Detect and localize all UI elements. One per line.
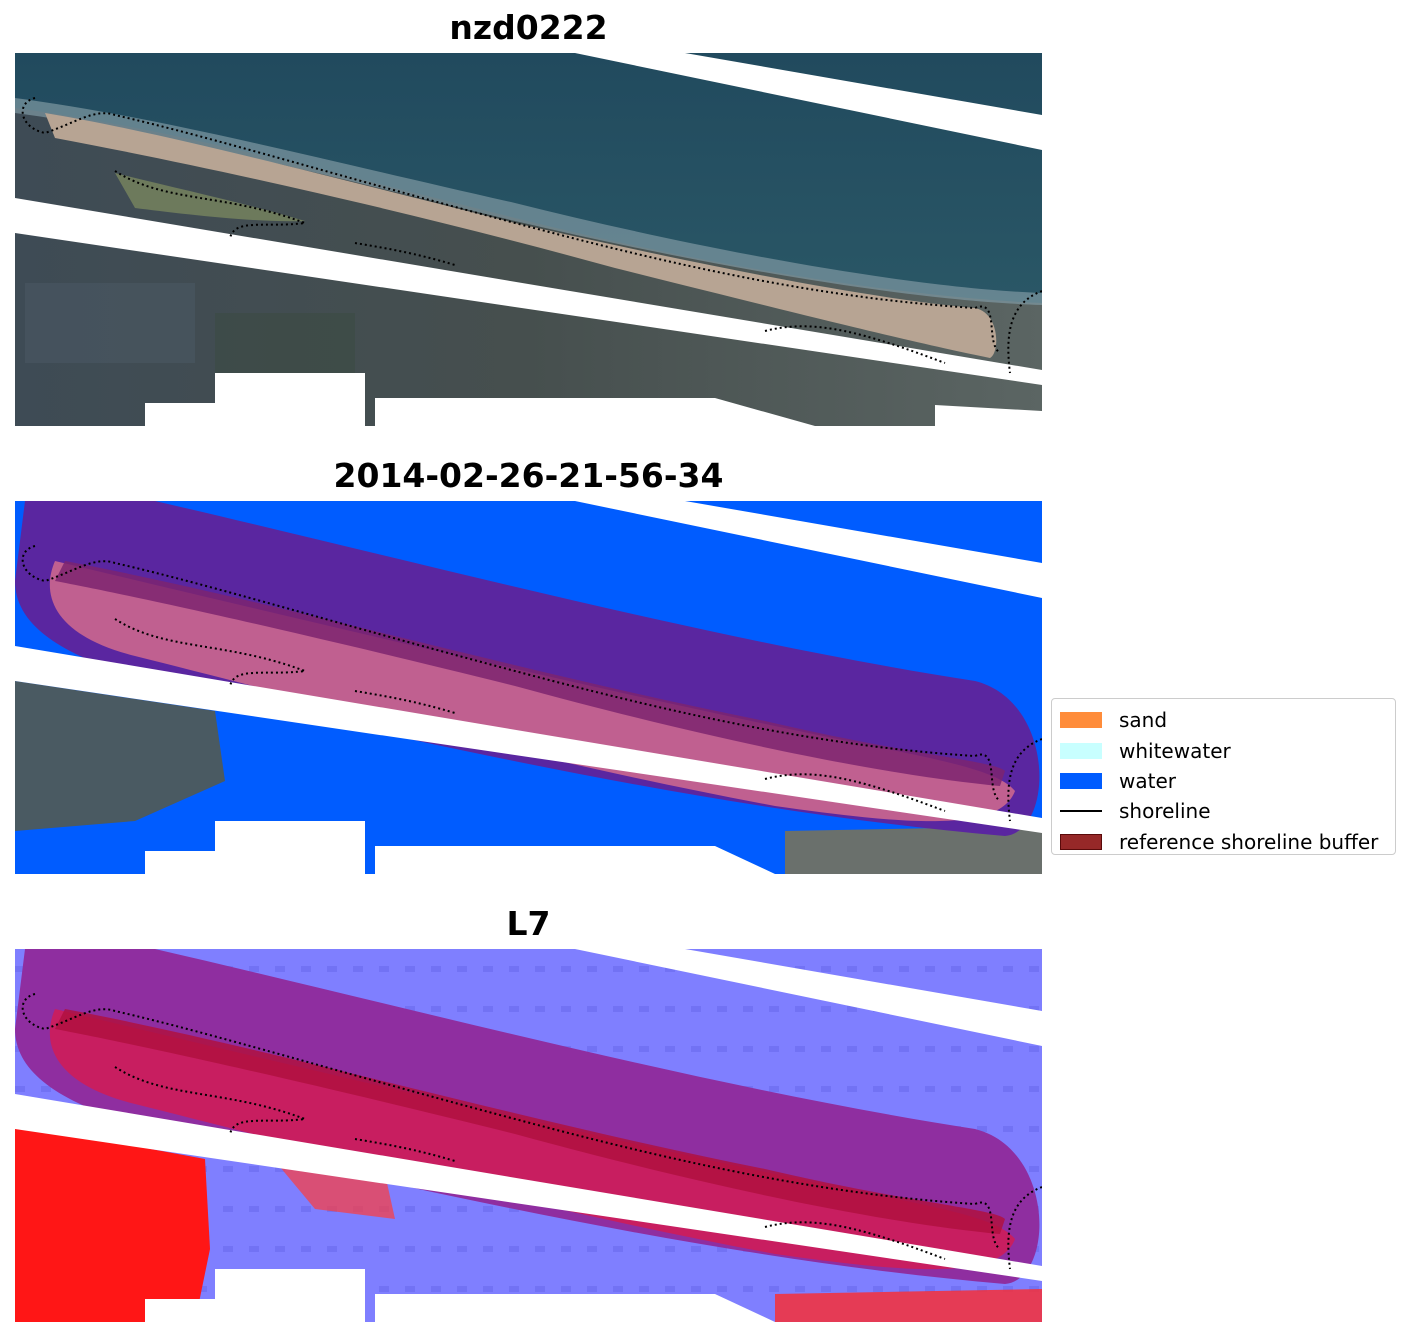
legend-label: shoreline [1119,799,1211,824]
legend-item-buffer: reference shoreline buffer [1060,827,1387,857]
field [25,283,195,363]
nodata-stripe [375,398,815,426]
surf-zone [15,98,1042,305]
nodata-stripe [145,1269,365,1322]
lagoon [115,173,305,222]
rgb-image-panel [15,53,1042,426]
shoreline [21,993,1001,1250]
legend-label: water [1119,768,1176,793]
field [215,313,355,383]
legend-label: sand [1119,708,1168,733]
shoreline [764,773,946,812]
nodata-stripe [575,53,1042,150]
nodata-stripe [935,405,1042,426]
positive-index-area [775,1289,1042,1322]
legend-label: reference shoreline buffer [1119,829,1379,854]
shoreline [114,1066,306,1135]
legend-item-whitewater: whitewater [1060,735,1387,765]
buffer-swatch [1060,833,1102,850]
index-image-panel [15,949,1042,1322]
nodata-stripe [145,821,365,874]
shoreline [21,97,1001,354]
legend-item-sand: sand [1060,705,1387,735]
legend-item-shoreline: shoreline [1060,796,1387,826]
shoreline [764,1221,946,1260]
positive-index-area [15,1124,210,1322]
nodata-stripe [15,646,1042,833]
nodata-stripe [575,501,1042,598]
shoreline [114,170,306,239]
land-area [785,826,1042,874]
shoreline [1007,290,1042,374]
ocean-area [15,53,1042,303]
panel-title-satellite: L7 [506,904,551,943]
shoreline [21,545,1001,802]
nodata-stripe [575,949,1042,1046]
panel-title-date: 2014-02-26-21-56-34 [333,456,724,495]
legend: sand whitewater water shoreline referenc… [1051,698,1396,855]
nodata-stripe [145,373,365,426]
sand-spit [45,113,997,358]
shoreline [114,618,306,687]
whitewater-swatch [1060,742,1102,759]
land-area [15,681,225,831]
legend-label: whitewater [1119,738,1231,763]
shoreline [1007,738,1042,822]
shoreline [764,325,946,364]
nodata-stripe [15,1094,1042,1281]
nodata-stripe [15,198,1042,385]
sand-swatch [1060,712,1102,729]
nodata-stripe [375,1294,775,1322]
classification-panel [15,501,1042,874]
shoreline [1007,1186,1042,1270]
panel-title-rgb: nzd0222 [449,8,608,47]
water-swatch [1060,772,1102,789]
legend-item-water: water [1060,766,1387,796]
shoreline-line [1060,810,1102,813]
nodata-stripe [375,846,775,874]
